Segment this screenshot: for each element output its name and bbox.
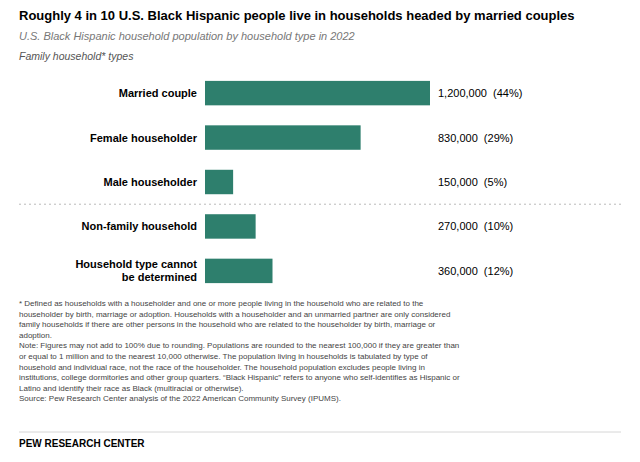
- data-label: 830,000 (29%): [438, 132, 513, 144]
- tick-label: Household type cannotbe determined: [75, 258, 197, 283]
- data-label: 150,000 (5%): [438, 176, 507, 188]
- chart: Roughly 4 in 10 U.S. Black Hispanic peop…: [0, 0, 640, 462]
- data-label: 270,000 (10%): [438, 220, 513, 232]
- section-label: Family household* types: [19, 50, 134, 62]
- branding: PEW RESEARCH CENTER: [19, 438, 145, 449]
- tick-label: Non-family household: [82, 220, 198, 232]
- branding-rule: [19, 432, 621, 433]
- data-label: 1,200,000 (44%): [438, 87, 522, 99]
- divider: [19, 204, 621, 205]
- bar: [205, 214, 256, 238]
- tick-label: Male householder: [103, 176, 197, 188]
- bar: [205, 81, 430, 105]
- subtitle: U.S. Black Hispanic household population…: [19, 30, 355, 42]
- title: Roughly 4 in 10 U.S. Black Hispanic peop…: [19, 8, 575, 23]
- bars: [205, 81, 430, 283]
- bar: [205, 125, 361, 149]
- footnote: * Defined as households with a household…: [19, 299, 460, 403]
- tick-label: Female householder: [90, 132, 198, 144]
- tick-label: Married couple: [119, 87, 197, 99]
- data-label: 360,000 (12%): [438, 265, 513, 277]
- y-tick-labels: Married couple Female householder Male hou…: [75, 87, 197, 283]
- data-labels: 1,200,000 (44%) 830,000 (29%) 150,000 (5%)…: [438, 87, 522, 277]
- bar: [205, 170, 233, 194]
- bar: [205, 259, 273, 283]
